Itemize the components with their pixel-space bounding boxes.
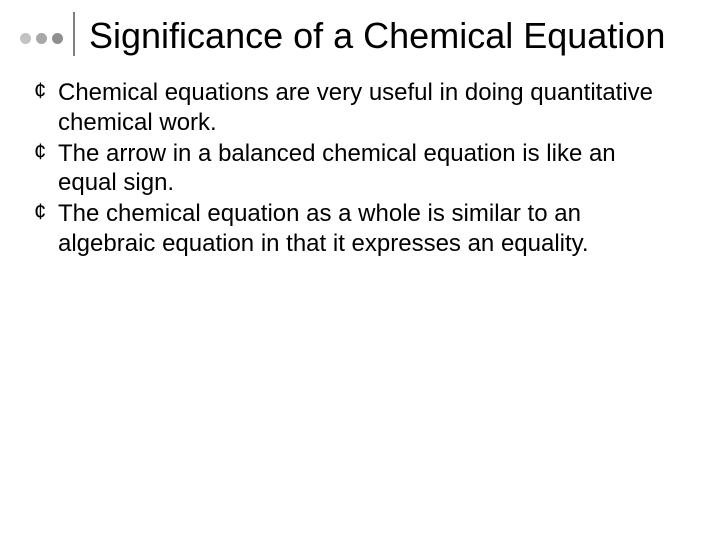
slide: Significance of a Chemical Equation Chem… — [0, 0, 720, 540]
page-title: Significance of a Chemical Equation — [89, 12, 665, 56]
dot-icon — [20, 33, 31, 44]
title-row: Significance of a Chemical Equation — [0, 0, 720, 56]
list-item: Chemical equations are very useful in do… — [32, 78, 680, 137]
dot-icon — [52, 33, 63, 44]
body-region: Chemical equations are very useful in do… — [0, 56, 720, 258]
vertical-divider — [73, 12, 75, 56]
accent-dots — [20, 12, 73, 56]
bullet-list: Chemical equations are very useful in do… — [32, 78, 680, 258]
list-item: The arrow in a balanced chemical equatio… — [32, 139, 680, 198]
dot-icon — [36, 33, 47, 44]
list-item: The chemical equation as a whole is simi… — [32, 199, 680, 258]
